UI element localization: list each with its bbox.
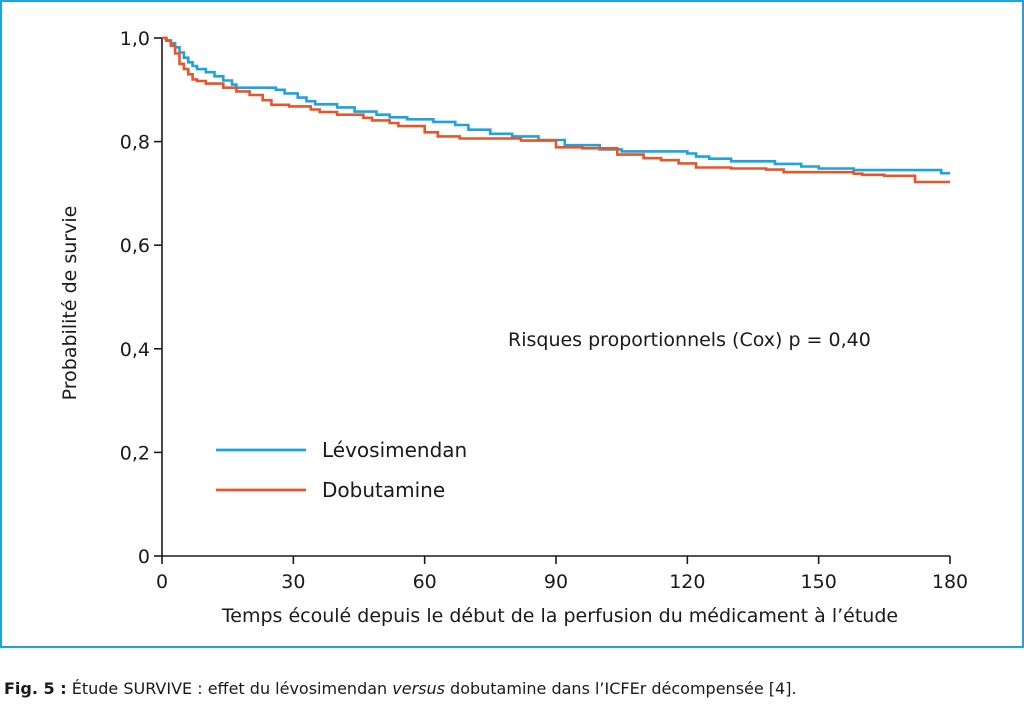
x-tick-label: 180 [932, 571, 968, 593]
y-tick-label: 0,4 [120, 339, 150, 361]
cox-annotation: Risques proportionnels (Cox) p = 0,40 [508, 329, 871, 351]
y-tick-label: 1,0 [120, 28, 150, 50]
x-tick-label: 30 [281, 571, 305, 593]
legend-label: Lévosimendan [322, 438, 467, 462]
x-tick-label: 0 [156, 571, 168, 593]
x-axis-title: Temps écoulé depuis le début de la perfu… [221, 605, 898, 627]
y-tick-label: 0,8 [120, 132, 150, 154]
axes: 0 0,2 0,4 0,6 0,8 1,0 0 30 60 90 120 150 180 [120, 28, 968, 593]
survival-chart: 0 0,2 0,4 0,6 0,8 1,0 0 30 60 90 120 150 180 Lévosim… [59, 28, 968, 627]
caption-text-italic: versus [392, 679, 445, 698]
chart-frame [0, 0, 1024, 648]
caption-fig-label: Fig. 5 : [4, 679, 67, 698]
figure-caption: Fig. 5 : Étude SURVIVE : effet du lévosi… [4, 679, 1020, 698]
caption-text-2: dobutamine dans l’ICFEr décompensée [4]. [444, 679, 797, 698]
x-tick-label: 90 [544, 571, 568, 593]
caption-text-1: Étude SURVIVE : effet du lévosimendan [66, 679, 393, 698]
legend-label: Dobutamine [322, 478, 445, 502]
x-tick-label: 150 [801, 571, 837, 593]
y-axis-title: Probabilité de survie [59, 206, 81, 401]
series-lines [162, 36, 950, 184]
y-tick-label: 0 [138, 546, 150, 568]
series-line-levosimendan [162, 36, 950, 175]
x-tick-label: 60 [413, 571, 437, 593]
legend: Lévosimendan Dobutamine [216, 438, 467, 502]
y-tick-label: 0,2 [120, 442, 150, 464]
y-tick-label: 0,6 [120, 235, 150, 257]
series-line-dobutamine [162, 36, 950, 184]
x-tick-label: 120 [669, 571, 705, 593]
